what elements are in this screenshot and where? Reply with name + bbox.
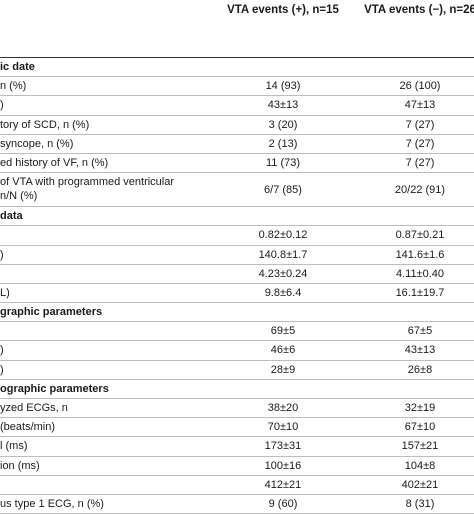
table-header: VTA events (+), n=15 VTA events (−), n=2… — [0, 0, 474, 58]
table-row: of VTA with programmed ventricular n/N (%… — [0, 173, 474, 208]
value-vta-negative: 16.1±19.7 — [395, 286, 445, 299]
value-vta-positive: 3 (20) — [268, 118, 298, 131]
row-label: ) — [0, 99, 4, 112]
row-label: ) — [0, 363, 4, 376]
value-vta-negative: 67±5 — [407, 325, 433, 338]
value-vta-positive: 9 (60) — [268, 497, 298, 510]
value-vta-negative: 157±21 — [401, 440, 439, 453]
row-label: us type 1 ECG, n (%) — [0, 497, 104, 510]
table-row: us type 1 ECG, n (%) 9 (60) 8 (31) — [0, 495, 474, 514]
table-row: ) 46±6 43±13 — [0, 341, 474, 361]
column-header-vta-positive: VTA events (+), n=15 — [227, 4, 339, 16]
section-heading: ic date — [0, 61, 35, 73]
value-vta-negative: 7 (27) — [405, 137, 435, 150]
table-row: ) 28±9 26±8 — [0, 361, 474, 380]
value-vta-negative: 7 (27) — [405, 156, 435, 169]
value-vta-negative: 26±8 — [407, 363, 433, 376]
table-row: ) 140.8±1.7 141.6±1.6 — [0, 246, 474, 265]
table-row: L) 9.8±6.4 16.1±19.7 — [0, 284, 474, 304]
value-vta-positive: 0.82±0.12 — [258, 229, 308, 242]
table-row: syncope, n (%) 2 (13) 7 (27) — [0, 135, 474, 154]
value-vta-positive: 173±31 — [264, 440, 302, 453]
row-label: ed history of VF, n (%) — [0, 156, 109, 169]
value-vta-positive: 28±9 — [270, 363, 296, 376]
value-vta-positive: 43±13 — [267, 99, 299, 112]
row-label: n (%) — [0, 80, 27, 93]
value-vta-positive: 69±5 — [270, 325, 296, 338]
value-vta-negative: 8 (31) — [405, 497, 435, 510]
table-row: 69±5 67±5 — [0, 322, 474, 342]
value-vta-positive: 14 (93) — [265, 80, 301, 93]
section-heading: data — [0, 210, 23, 223]
table-row: (beats/min) 70±10 67±10 — [0, 418, 474, 438]
section-heading-row: ic date — [0, 58, 474, 78]
table-row: ion (ms) 100±16 104±8 — [0, 457, 474, 476]
value-vta-positive: 412±21 — [264, 478, 302, 491]
section-heading-row: graphic parameters — [0, 303, 474, 323]
value-vta-negative: 20/22 (91) — [394, 184, 446, 197]
row-label: (beats/min) — [0, 421, 56, 434]
value-vta-positive: 140.8±1.7 — [258, 248, 308, 261]
table-row: n (%) 14 (93) 26 (100) — [0, 77, 474, 97]
row-label: L) — [0, 286, 10, 299]
value-vta-positive: 2 (13) — [268, 137, 298, 150]
value-vta-negative: 141.6±1.6 — [395, 248, 445, 261]
table-row: 412±21 402±21 — [0, 476, 474, 495]
value-vta-negative: 32±19 — [404, 402, 436, 414]
value-vta-positive: 4.23±0.24 — [258, 267, 308, 280]
value-vta-negative: 47±13 — [404, 99, 436, 112]
value-vta-positive: 6/7 (85) — [264, 184, 302, 197]
section-heading-row: data — [0, 207, 474, 227]
row-label: of VTA with programmed ventricular n/N (%… — [0, 175, 210, 203]
row-label: l (ms) — [0, 440, 28, 453]
table-row: l (ms) 173±31 157±21 — [0, 437, 474, 457]
section-heading: graphic parameters — [0, 306, 103, 319]
row-label: ion (ms) — [0, 459, 40, 472]
value-vta-negative: 104±8 — [404, 459, 436, 472]
table-row: ed history of VF, n (%) 11 (73) 7 (27) — [0, 154, 474, 174]
header-rule — [0, 57, 474, 58]
table-row: 0.82±0.12 0.87±0.21 — [0, 226, 474, 246]
value-vta-positive: 70±10 — [267, 421, 299, 434]
table-row: ) 43±13 47±13 — [0, 96, 474, 116]
row-label: ) — [0, 344, 4, 357]
value-vta-positive: 11 (73) — [265, 156, 301, 169]
table-row: yzed ECGs, n 38±20 32±19 — [0, 399, 474, 419]
value-vta-positive: 100±16 — [264, 459, 302, 472]
table-row: tory of SCD, n (%) 3 (20) 7 (27) — [0, 116, 474, 135]
value-vta-positive: 9.8±6.4 — [264, 286, 302, 299]
row-label-line: of VTA with programmed ventricular — [0, 176, 175, 189]
value-vta-negative: 43±13 — [404, 344, 436, 357]
section-heading: ographic parameters — [0, 382, 109, 395]
row-label-line: n/N (%) — [0, 190, 38, 203]
row-label: tory of SCD, n (%) — [0, 118, 90, 131]
value-vta-negative: 4.11±0.40 — [395, 267, 445, 280]
table-row: 4.23±0.24 4.11±0.40 — [0, 265, 474, 284]
value-vta-positive: 38±20 — [267, 402, 299, 414]
row-label: yzed ECGs, n — [0, 402, 68, 414]
value-vta-negative: 26 (100) — [399, 80, 441, 93]
value-vta-negative: 67±10 — [404, 421, 436, 434]
value-vta-negative: 402±21 — [401, 478, 439, 491]
value-vta-negative: 0.87±0.21 — [395, 229, 445, 242]
value-vta-negative: 7 (27) — [405, 118, 435, 131]
section-heading-row: ographic parameters — [0, 380, 474, 399]
row-label: syncope, n (%) — [0, 137, 74, 150]
column-header-vta-negative: VTA events (−), n=26 — [364, 4, 474, 16]
row-label: ) — [0, 248, 4, 261]
table-body: ic date n (%) 14 (93) 26 (100)) 43±13 47±13 to… — [0, 58, 474, 514]
value-vta-positive: 46±6 — [270, 344, 296, 357]
